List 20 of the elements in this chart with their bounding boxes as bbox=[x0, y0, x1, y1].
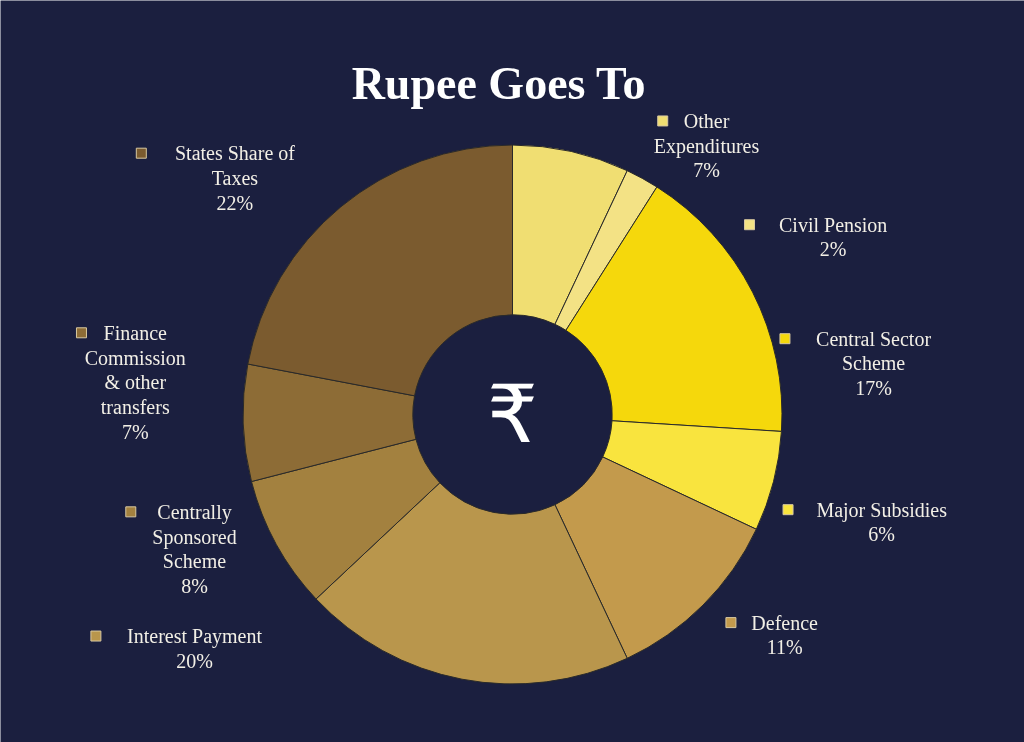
legend-label: Major Subsidies bbox=[816, 498, 948, 522]
legend-label: Defence bbox=[751, 611, 819, 634]
legend-label: Civil Pension bbox=[779, 213, 888, 236]
legend-label: States Share of Taxes bbox=[174, 142, 296, 189]
data-label: 22% bbox=[216, 191, 254, 214]
legend-label: Central Sector Scheme bbox=[816, 327, 932, 375]
data-label: 20% bbox=[176, 649, 213, 672]
data-label: 11% bbox=[766, 636, 803, 659]
data-label: 7% bbox=[121, 420, 149, 443]
legend-label: Finance Commission & other transfers bbox=[84, 321, 186, 418]
data-label: 6% bbox=[868, 523, 896, 546]
data-label: 8% bbox=[181, 575, 208, 598]
legend-label: Other Expenditures bbox=[653, 109, 760, 158]
data-label: 17% bbox=[855, 377, 892, 400]
data-label: 2% bbox=[819, 238, 847, 261]
legend-label: Interest Payment bbox=[127, 625, 263, 649]
legend-label: Centrally Sponsored Scheme bbox=[152, 500, 237, 573]
text: ₹ bbox=[487, 368, 538, 462]
data-label: 7% bbox=[693, 159, 720, 182]
chart-title: Rupee Goes To bbox=[351, 58, 646, 110]
